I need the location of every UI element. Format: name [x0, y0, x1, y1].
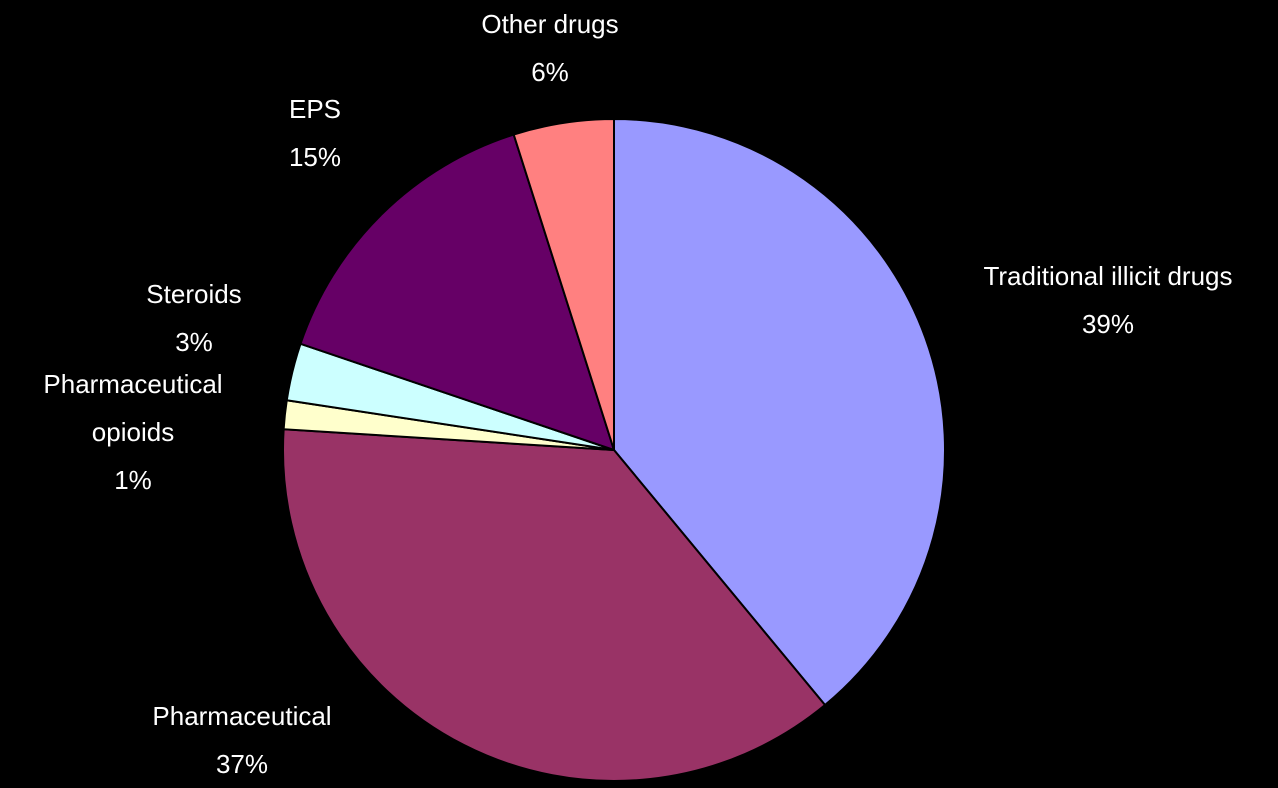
pie-slice-2 — [282, 428, 827, 782]
slice-category-label: opioids — [92, 417, 174, 447]
pie-slice-5 — [299, 133, 616, 452]
pie-slices — [282, 117, 946, 782]
pie-slice-1 — [613, 117, 946, 707]
slice-category-label: Steroids — [146, 279, 241, 309]
slice-label-3: Pharmaceutical opioids 1% — [43, 369, 222, 495]
slice-percent-label: 1% — [114, 465, 152, 495]
slice-percent-label: 3% — [175, 327, 213, 357]
slice-label-1: Traditional illicit drugs 39% — [983, 261, 1232, 339]
pie-slice-6 — [512, 117, 615, 451]
slice-label-6: Other drugs 6% — [481, 9, 618, 87]
slice-percent-label: 39% — [1082, 309, 1134, 339]
slice-percent-label: 15% — [289, 142, 341, 172]
pie-labels: Traditional illicit drugs 39% Pharmaceutic… — [43, 9, 1232, 779]
slice-category-label: EPS — [289, 94, 341, 124]
slice-percent-label: 37% — [216, 749, 268, 779]
slice-label-4: Steroids 3% — [146, 279, 241, 357]
slice-label-2: Pharmaceutical 37% — [152, 701, 331, 779]
slice-percent-label: 6% — [531, 57, 569, 87]
slice-category-label: Pharmaceutical — [152, 701, 331, 731]
slice-category-label: Pharmaceutical — [43, 369, 222, 399]
slice-label-5: EPS 15% — [289, 94, 341, 172]
slice-category-label: Traditional illicit drugs — [983, 261, 1232, 291]
slice-category-label: Other drugs — [481, 9, 618, 39]
